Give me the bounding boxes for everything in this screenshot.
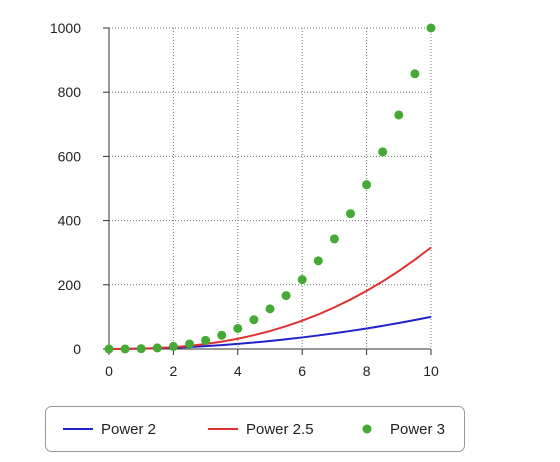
data-point-power-3 [281, 291, 291, 301]
data-point-power-3 [329, 234, 339, 244]
x-tick-label: 4 [234, 363, 242, 379]
legend-label-power-2-5: Power 2.5 [246, 421, 314, 438]
x-tick-label: 0 [105, 363, 113, 379]
y-tick-label: 600 [58, 148, 82, 164]
data-point-power-3 [410, 69, 420, 79]
data-point-power-3 [362, 180, 372, 190]
legend-label-power-3: Power 3 [390, 421, 445, 438]
data-point-power-3 [152, 343, 162, 353]
data-point-power-3 [136, 344, 146, 354]
series-line-power-2-5 [108, 246, 432, 350]
series-layer [104, 23, 436, 354]
data-point-power-3 [346, 209, 355, 219]
x-tick-label: 8 [363, 363, 371, 379]
data-point-power-3 [297, 275, 307, 285]
data-point-power-3 [313, 256, 323, 266]
data-point-power-3 [426, 23, 436, 33]
y-tick-label: 200 [58, 277, 82, 293]
axis-layer: 0 2 4 6 8 10 0 200 400 600 800 1000 [50, 20, 439, 379]
grid-layer [109, 27, 432, 349]
data-point-power-3 [265, 304, 275, 314]
data-point-power-3 [120, 344, 130, 354]
x-tick-label: 10 [423, 363, 439, 379]
x-tick-label: 6 [298, 363, 306, 379]
legend-label-power-2: Power 2 [101, 421, 156, 438]
data-point-power-3 [168, 341, 178, 351]
data-point-power-3 [185, 339, 194, 349]
data-point-power-3 [201, 335, 211, 345]
legend-swatch-power-3 [362, 424, 372, 434]
data-point-power-3 [217, 330, 227, 340]
y-tick-label: 1000 [50, 20, 81, 36]
data-point-power-3 [378, 147, 388, 157]
legend-box [45, 406, 465, 452]
legend: Power 2 Power 2.5 Power 3 [45, 406, 465, 452]
data-point-power-3 [394, 110, 404, 120]
x-tick-label: 2 [170, 363, 178, 379]
data-point-power-3 [233, 323, 243, 333]
data-point-power-3 [104, 344, 114, 354]
y-tick-label: 800 [58, 84, 82, 100]
y-tick-label: 400 [58, 213, 82, 229]
y-tick-label: 0 [73, 341, 81, 357]
data-point-power-3 [249, 315, 259, 325]
